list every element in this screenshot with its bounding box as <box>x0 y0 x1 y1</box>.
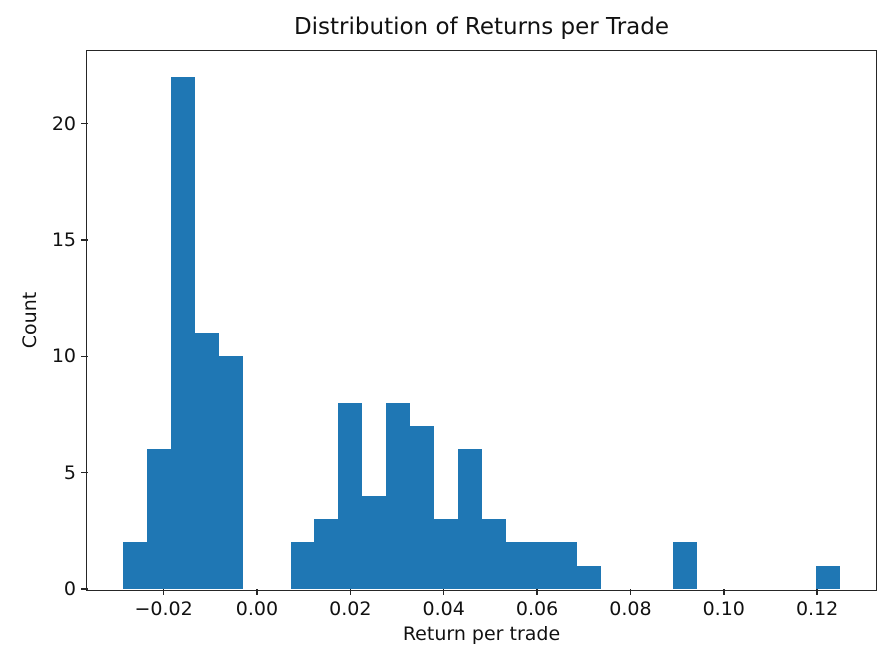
histogram-bar <box>171 77 196 589</box>
histogram-bar <box>481 519 506 589</box>
histogram-bar <box>218 356 243 589</box>
y-axis-tick <box>80 588 88 590</box>
x-axis-tick <box>816 589 818 595</box>
histogram-bar <box>314 519 339 589</box>
x-axis-tick-label: 0.00 <box>235 598 279 620</box>
x-axis-tick <box>536 589 538 595</box>
y-axis-tick-label: 5 <box>63 461 76 484</box>
histogram-bar <box>338 402 363 589</box>
histogram-bar <box>577 565 602 589</box>
histogram-bar <box>290 542 315 589</box>
x-axis-tick <box>256 589 258 595</box>
histogram-bar <box>672 542 697 589</box>
histogram-bar <box>553 542 578 589</box>
x-axis-label: Return per trade <box>402 623 561 645</box>
y-axis-tick <box>80 122 88 125</box>
x-axis-tick-label: 0.04 <box>422 598 465 620</box>
x-axis-tick-label: 0.12 <box>795 598 839 620</box>
histogram-bar <box>386 402 411 589</box>
histogram-bar <box>816 565 840 589</box>
x-axis-tick <box>162 589 165 595</box>
y-axis-tick-label: 0 <box>63 578 76 600</box>
histogram-bar <box>433 519 458 589</box>
histogram-bar <box>195 333 219 589</box>
y-axis-tick <box>80 355 88 358</box>
x-axis-tick-label: −0.02 <box>134 598 193 620</box>
histogram-bar <box>410 426 434 589</box>
x-axis-tick <box>723 589 725 595</box>
x-axis-tick <box>442 589 445 595</box>
y-axis-label: Count <box>19 291 41 349</box>
chart-title: Distribution of Returns per Trade <box>293 14 670 40</box>
y-axis-tick-label: 15 <box>51 228 76 251</box>
histogram-bar <box>123 542 148 589</box>
y-axis-tick <box>80 239 88 241</box>
y-axis-tick-label: 20 <box>51 112 76 135</box>
x-axis-tick <box>629 589 632 595</box>
histogram-bar <box>362 495 387 589</box>
histogram-bar <box>147 449 172 589</box>
histogram-bar <box>457 449 482 589</box>
histogram-bar <box>505 542 530 589</box>
histogram-bar <box>529 542 554 589</box>
x-axis-tick <box>349 589 352 595</box>
x-axis-tick-label: 0.06 <box>515 598 559 620</box>
x-axis-tick-label: 0.08 <box>609 598 652 620</box>
x-axis-tick-label: 0.02 <box>329 598 372 620</box>
y-axis-tick <box>80 471 88 474</box>
x-axis-tick-label: 0.10 <box>702 598 745 620</box>
y-axis-tick-label: 10 <box>51 345 76 368</box>
